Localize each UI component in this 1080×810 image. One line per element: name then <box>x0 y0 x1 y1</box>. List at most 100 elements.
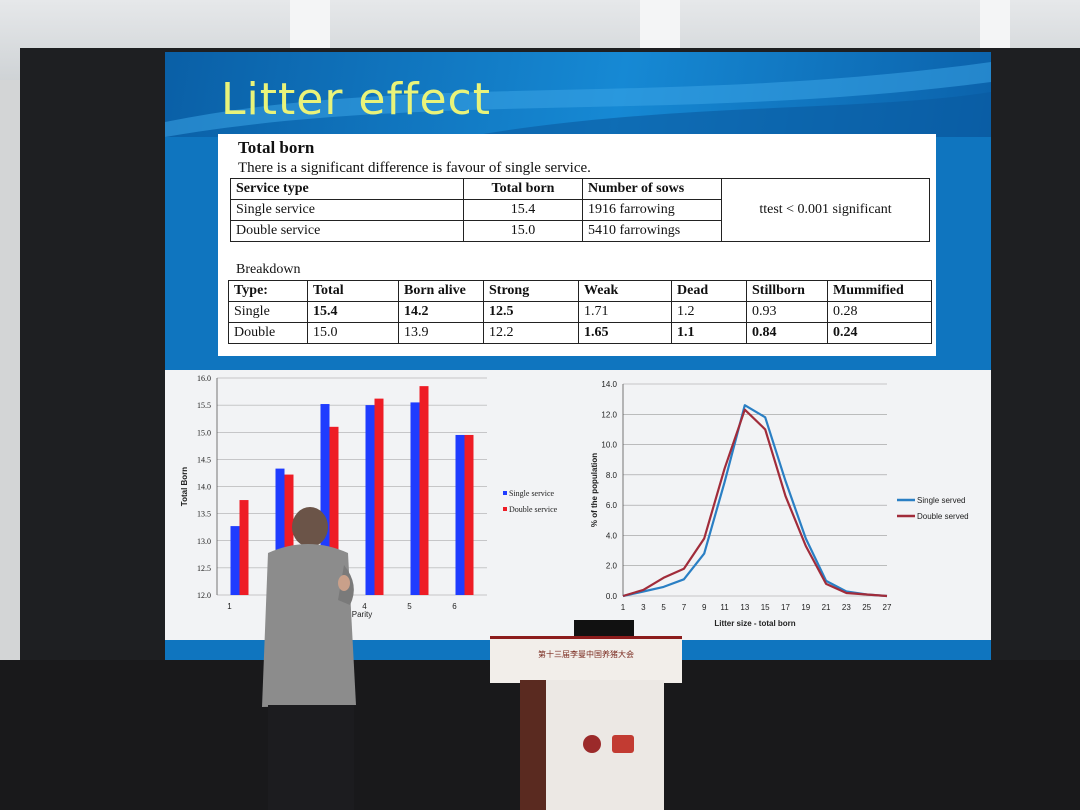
x-tick-label: 13 <box>740 603 749 612</box>
table-cell: 15.4 <box>463 199 583 221</box>
x-tick-label: 15 <box>761 603 770 612</box>
table-header-cell: Type: <box>228 280 308 302</box>
table-header-cell: Service type <box>230 178 464 200</box>
y-tick-label: 14.0 <box>601 380 617 389</box>
y-tick-label: 13.0 <box>197 537 211 546</box>
table-panel: Total born There is a significant differ… <box>218 134 936 356</box>
y-tick-label: 12.0 <box>197 591 211 600</box>
x-tick-label: 19 <box>801 603 810 612</box>
table-row: Double 15.0 13.9 12.2 1.65 1.1 0.84 0.24 <box>228 322 932 344</box>
y-axis-label: Total Born <box>180 467 189 507</box>
legend-swatch <box>503 507 507 511</box>
slide-header: Litter effect <box>165 52 991 137</box>
table-header-cell: Total <box>307 280 399 302</box>
bar-chart: 12.0 12.5 13.0 13.5 14.0 14.5 15.0 15.5 16.0 Tota… <box>180 374 558 619</box>
bar <box>419 386 429 595</box>
table-cell: Double <box>228 322 308 344</box>
legend-label: Double service <box>509 505 558 514</box>
table-cell: 12.5 <box>483 301 579 323</box>
bar <box>410 402 420 595</box>
x-tick-label: 7 <box>682 603 687 612</box>
series-line <box>622 404 888 598</box>
x-tick-label: 11 <box>720 603 729 612</box>
x-axis-label: Litter size - total born <box>714 619 795 628</box>
x-tick-label: 5 <box>407 602 412 611</box>
x-tick-label: 1 <box>227 602 232 611</box>
presentation-slide: Litter effect Total born There is a sign… <box>165 52 991 666</box>
legend-label: Single served <box>917 496 965 505</box>
table-cell: 1.65 <box>578 322 672 344</box>
x-tick-label: 6 <box>452 602 457 611</box>
table-header-cell: Weak <box>578 280 672 302</box>
table-cell: 0.93 <box>746 301 828 323</box>
x-axis-label: Parity <box>352 610 372 619</box>
bar <box>455 434 465 595</box>
table-cell: Double service <box>230 220 464 242</box>
y-tick-label: 10.0 <box>601 441 617 450</box>
bar <box>284 474 294 595</box>
table-cell: 1.1 <box>671 322 747 344</box>
table-cell: 0.28 <box>827 301 932 323</box>
x-tick-label: 27 <box>883 603 892 612</box>
x-tick-label: 23 <box>842 603 851 612</box>
section-heading: Total born <box>238 138 315 157</box>
bar <box>329 426 339 595</box>
y-axis-label: % of the population <box>590 453 599 527</box>
table-cell: 1916 farrowing <box>582 199 722 221</box>
x-tick-label: 5 <box>661 603 666 612</box>
table-header-cell: Dead <box>671 280 747 302</box>
slide-title: Litter effect <box>221 74 491 125</box>
table-header-row: Type: Total Born alive Strong Weak Dead … <box>228 280 932 302</box>
table-header-cell: Total born <box>463 178 583 200</box>
y-tick-label: 12.5 <box>197 564 211 573</box>
ttest-cell: ttest < 0.001 significant <box>721 178 930 242</box>
table-row: Double service 15.0 5410 farrowings <box>230 220 930 242</box>
y-tick-label: 8.0 <box>606 471 618 480</box>
table-cell: 1.71 <box>578 301 672 323</box>
podium-logo <box>583 735 634 753</box>
y-tick-label: 6.0 <box>606 501 618 510</box>
bar <box>320 404 330 595</box>
table-cell: 15.0 <box>463 220 583 242</box>
table-header-cell: Mummified <box>827 280 932 302</box>
y-tick-label: 16.0 <box>197 374 211 383</box>
table-cell: 15.0 <box>307 322 399 344</box>
podium-side <box>520 680 548 810</box>
podium: 第十三届李曼中国养猪大会 <box>490 636 682 810</box>
x-tick-label: 4 <box>362 602 367 611</box>
bar <box>365 405 375 595</box>
y-tick-label: 4.0 <box>606 531 618 540</box>
legend-swatch <box>503 491 507 495</box>
bar <box>275 468 285 595</box>
x-tick-label: 25 <box>862 603 871 612</box>
table-cell: 5410 farrowings <box>582 220 722 242</box>
bar <box>230 526 240 595</box>
bar <box>464 434 474 595</box>
table-header-cell: Number of sows <box>582 178 722 200</box>
x-tick-label: 1 <box>621 603 626 612</box>
y-tick-label: 0.0 <box>606 592 618 601</box>
table-cell: 12.2 <box>483 322 579 344</box>
presenter-silhouette <box>262 507 356 810</box>
podium-sign: 第十三届李曼中国养猪大会 <box>538 650 634 659</box>
laptop <box>574 620 634 638</box>
x-tick-label: 3 <box>641 603 646 612</box>
x-tick-label: 21 <box>822 603 831 612</box>
podium-top: 第十三届李曼中国养猪大会 <box>490 636 682 683</box>
line-chart: 0.02.04.06.08.010.012.014.01 3 5 7 9 11 13 15 17… <box>590 380 969 628</box>
y-tick-label: 15.0 <box>197 428 211 437</box>
table-cell: 14.2 <box>398 301 484 323</box>
breakdown-table: Type: Total Born alive Strong Weak Dead … <box>228 280 932 344</box>
table-cell: 15.4 <box>307 301 399 323</box>
table-cell: 0.24 <box>827 322 932 344</box>
podium-body <box>546 680 664 810</box>
table-header-row: Service type Total born Number of sows t… <box>230 178 930 242</box>
x-tick-label: 9 <box>702 603 707 612</box>
table-cell: 13.9 <box>398 322 484 344</box>
y-tick-label: 13.5 <box>197 510 211 519</box>
y-tick-label: 14.5 <box>197 455 211 464</box>
table-cell: Single <box>228 301 308 323</box>
bar <box>239 500 249 595</box>
header-swoosh <box>165 62 991 137</box>
y-tick-label: 12.0 <box>601 410 617 419</box>
